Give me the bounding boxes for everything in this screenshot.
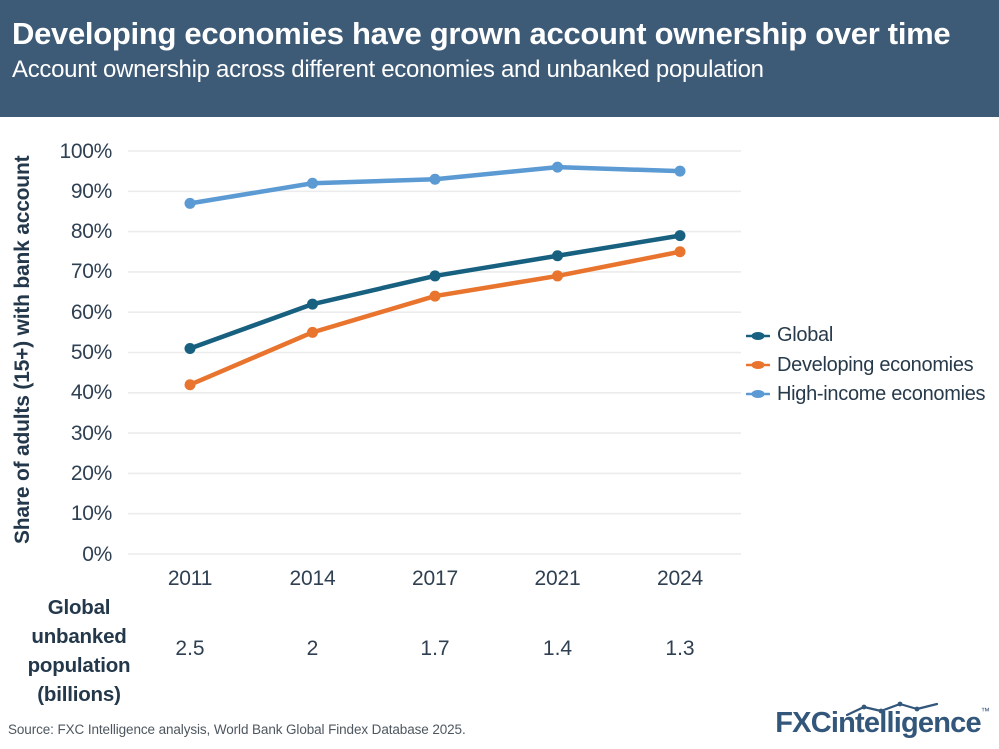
y-tick-label: 90%	[70, 179, 112, 203]
series-line	[187, 164, 683, 206]
unbanked-value: 2	[306, 637, 319, 660]
legend-label: Global	[777, 324, 834, 347]
line-chart-plot	[128, 150, 741, 555]
data-point	[429, 290, 441, 302]
y-tick-label: 100%	[59, 139, 112, 163]
legend-marker-icon	[746, 361, 770, 370]
legend-marker-icon	[746, 331, 770, 340]
fxc-logo: FXCintelligence™	[775, 701, 990, 740]
logo-sparkline-icon	[846, 701, 939, 717]
y-tick-label: 60%	[70, 300, 112, 324]
unbanked-value: 2.5	[175, 637, 205, 660]
y-tick-label: 70%	[70, 260, 112, 284]
unbanked-row-label: Global unbanked population (billions)	[27, 596, 131, 706]
data-point	[184, 197, 196, 209]
data-point	[674, 246, 686, 258]
data-point	[674, 165, 686, 177]
legend-item: Global	[746, 321, 985, 350]
header: Developing economies have grown account …	[0, 0, 999, 117]
data-point	[307, 298, 318, 310]
data-point	[552, 161, 563, 173]
legend-item: High-income economies	[746, 380, 986, 409]
legend-label: Developing economies	[777, 353, 974, 376]
logo-text: FXCintelligence™	[775, 706, 990, 739]
x-tick-label: 2024	[657, 567, 703, 590]
data-point	[429, 173, 441, 185]
legend: Global Developing economies High-income ec…	[746, 321, 986, 409]
y-tick-label: 40%	[70, 381, 112, 405]
y-tick-label: 10%	[70, 502, 112, 526]
page-title: Developing economies have grown account …	[12, 16, 951, 51]
x-tick-label: 2017	[412, 567, 458, 590]
unbanked-value: 1.7	[420, 637, 450, 660]
page-subtitle: Account ownership across different econo…	[12, 56, 764, 83]
source-note: Source: FXC Intelligence analysis, World…	[8, 722, 466, 737]
data-point	[674, 230, 686, 242]
data-point	[184, 379, 196, 391]
data-point	[307, 177, 318, 189]
y-tick-label: 30%	[70, 421, 112, 445]
legend-item: Developing economies	[746, 350, 985, 379]
y-tick-label: 0%	[82, 542, 112, 566]
x-tick-label: 2014	[289, 567, 336, 590]
unbanked-value: 1.4	[542, 637, 573, 660]
data-point	[552, 270, 563, 282]
x-tick-label: 2011	[167, 567, 213, 590]
trademark-symbol: ™	[980, 706, 990, 716]
data-point	[429, 270, 441, 282]
data-point	[552, 250, 563, 262]
legend-marker-icon	[746, 390, 770, 399]
data-point	[307, 326, 318, 338]
data-point	[184, 342, 196, 354]
x-tick-label: 2021	[534, 567, 581, 590]
y-tick-label: 50%	[70, 341, 112, 364]
y-tick-label: 20%	[70, 461, 112, 485]
y-tick-label: 80%	[70, 220, 112, 244]
unbanked-value: 1.3	[665, 637, 695, 660]
legend-label: High-income economies	[777, 382, 986, 405]
